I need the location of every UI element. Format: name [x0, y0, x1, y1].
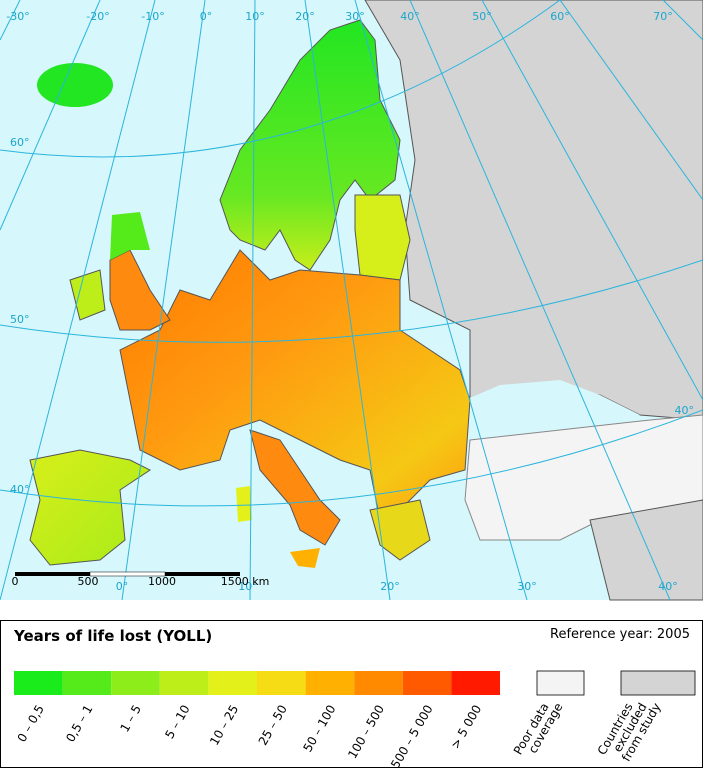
legend-swatch: [14, 671, 63, 695]
graticule-label: 20°: [295, 10, 315, 23]
meridian-line: [409, 0, 671, 601]
sicily: [290, 548, 320, 568]
scale-label: 0: [12, 575, 19, 588]
meridian-line: [354, 0, 528, 601]
meridian-line: [304, 0, 391, 601]
legend-swatch: [536, 670, 585, 696]
legend-swatch: [159, 671, 209, 695]
graticule-label: 40°: [400, 10, 420, 23]
meridian-line: [0, 0, 156, 601]
legend-swatch: [111, 671, 160, 695]
legend-swatch: [620, 670, 696, 696]
legend-swatch: [305, 671, 355, 695]
graticule-label: 20°: [380, 580, 400, 593]
reference-year: Reference year: 2005: [550, 627, 690, 642]
legend-swatch: [451, 671, 500, 695]
meridian-line: [559, 0, 703, 201]
graticule-label: 10°: [245, 10, 265, 23]
graticule-label: 0°: [116, 580, 129, 593]
graticule-label: -30°: [6, 10, 29, 23]
meridian-line: [0, 0, 21, 41]
legend-swatch: [208, 671, 257, 695]
black-sea: [465, 380, 640, 430]
iberia: [29, 449, 151, 566]
italy: [249, 429, 341, 546]
meridian-line: [662, 0, 703, 41]
graticule: [0, 0, 703, 601]
graticule-labels: -30° -20° -10° 0° 10° 20° 30° 40° 50° 60° 70° 60° 50…: [6, 10, 694, 593]
scale-bar: [15, 571, 240, 577]
scale-label: 1500 km: [221, 575, 270, 588]
graticule-label: 50°: [472, 10, 492, 23]
scandinavia: [219, 19, 401, 271]
scale-label: 1000: [148, 575, 176, 588]
ireland: [69, 269, 106, 321]
map: -30° -20° -10° 0° 10° 20° 30° 40° 50° 60° 70° 60° 50…: [0, 0, 703, 601]
excluded-region: [589, 499, 703, 601]
graticule-label: 40°: [658, 580, 678, 593]
meridian-line: [0, 0, 101, 231]
scale-labels: 0 500 1000 1500 km: [12, 575, 270, 588]
legend-swatch: [62, 671, 112, 695]
graticule-label: 50°: [10, 313, 30, 326]
sardinia: [236, 486, 252, 522]
scale-segment: [165, 572, 240, 576]
scale-segment: [15, 572, 90, 576]
graticule-label: -10°: [141, 10, 164, 23]
legend-swatch: [354, 671, 403, 695]
graticule-label: 40°: [675, 404, 695, 417]
meridian-line: [481, 0, 703, 401]
graticule-label: 60°: [10, 136, 30, 149]
graticule-label: 30°: [345, 10, 365, 23]
legend-title: Years of life lost (YOLL): [13, 627, 212, 645]
baltic-states: [354, 194, 411, 281]
graticule-label: 40°: [10, 483, 30, 496]
iceland: [37, 63, 113, 107]
graticule-label: 30°: [517, 580, 537, 593]
legend-swatch: [257, 671, 306, 695]
latitude-line: [0, 259, 703, 343]
graticule-label: 60°: [550, 10, 570, 23]
meridian-line: [249, 0, 256, 601]
scale-label: 500: [78, 575, 99, 588]
latitude-line: [0, 0, 561, 158]
graticule-label: 70°: [653, 10, 673, 23]
graticule-label: 10°: [238, 580, 258, 593]
greece: [369, 499, 431, 561]
legend-swatch: [402, 671, 452, 695]
graticule-label: -20°: [86, 10, 109, 23]
graticule-label: 0°: [200, 10, 213, 23]
scotland: [110, 212, 150, 260]
meridian-line: [121, 0, 206, 601]
